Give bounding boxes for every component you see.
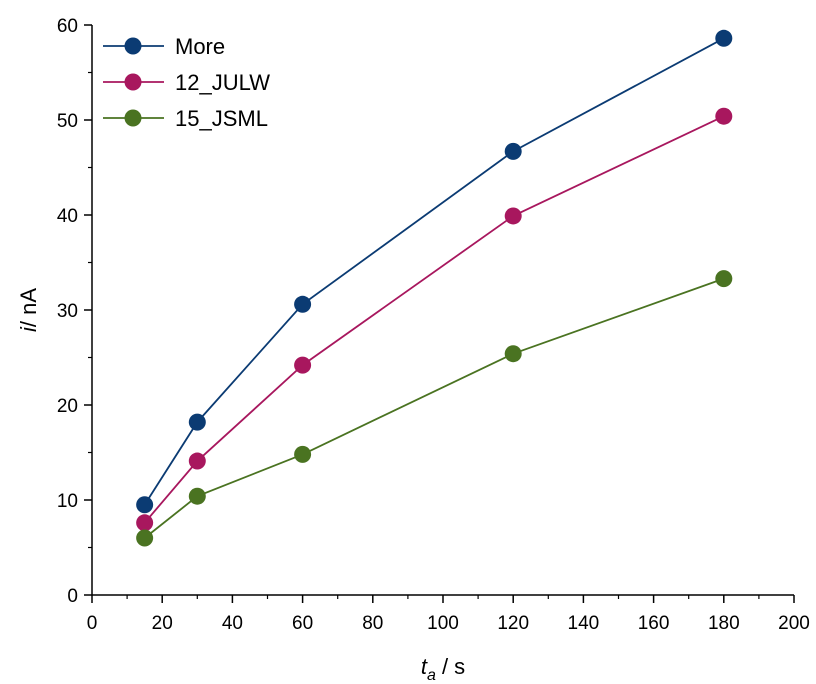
y-tick-label: 10 [57, 491, 78, 512]
series [136, 270, 733, 547]
series [136, 29, 733, 514]
data-point [294, 445, 312, 463]
y-ticks: 0 10 20 30 40 50 60 [57, 16, 92, 607]
y-tick-label: 20 [57, 396, 78, 417]
series-line [143, 115, 725, 524]
x-tick-label: 160 [638, 613, 670, 634]
legend: More 12_JULW 15_JSML [103, 34, 270, 131]
x-tick-label: 120 [497, 613, 529, 634]
legend-label: 12_JULW [175, 70, 270, 95]
x-axis-subscript: a [427, 667, 436, 684]
x-tick-label: 80 [362, 613, 383, 634]
y-axis-symbol: i [16, 326, 41, 332]
y-tick-label: 30 [57, 301, 78, 322]
data-point [188, 487, 206, 505]
x-tick-label: 0 [87, 613, 98, 634]
x-tick-label: 60 [292, 613, 313, 634]
legend-label: 15_JSML [175, 106, 268, 131]
y-axis-unit: / nA [16, 288, 41, 327]
legend-item: 12_JULW [103, 70, 270, 95]
y-axis-title: i/ nA [16, 288, 41, 332]
legend-marker [124, 37, 142, 55]
x-tick-label: 40 [222, 613, 243, 634]
data-point [504, 207, 522, 225]
y-tick-label: 50 [57, 111, 78, 132]
data-point [715, 270, 733, 288]
x-axis-symbol: t [421, 654, 428, 679]
legend-label: More [175, 34, 225, 59]
data-point [136, 529, 154, 547]
x-axis-unit: / s [436, 654, 465, 679]
legend-marker [124, 73, 142, 91]
y-tick-label: 0 [67, 586, 78, 607]
x-tick-label: 100 [427, 613, 459, 634]
data-point [294, 295, 312, 313]
y-tick-label: 40 [57, 206, 78, 227]
data-point [188, 413, 206, 431]
data-point [136, 496, 154, 514]
x-tick-label: 200 [778, 613, 810, 634]
x-axis-title: ta / s [421, 654, 465, 684]
legend-marker [124, 109, 142, 127]
series [136, 107, 733, 532]
data-point [294, 356, 312, 374]
data-point [188, 452, 206, 470]
data-point [504, 142, 522, 160]
data-point [715, 29, 733, 47]
series-layer [136, 29, 733, 547]
series-line [144, 277, 725, 539]
legend-item: More [103, 34, 225, 59]
x-tick-label: 180 [708, 613, 740, 634]
data-point [715, 107, 733, 125]
data-point [136, 514, 154, 532]
data-point [504, 345, 522, 363]
y-tick-label: 60 [57, 16, 78, 37]
x-tick-label: 20 [152, 613, 173, 634]
x-ticks: 0 20 40 60 80 100 120 140 160 180 200 [87, 595, 810, 634]
legend-item: 15_JSML [103, 106, 268, 131]
x-tick-label: 140 [568, 613, 600, 634]
